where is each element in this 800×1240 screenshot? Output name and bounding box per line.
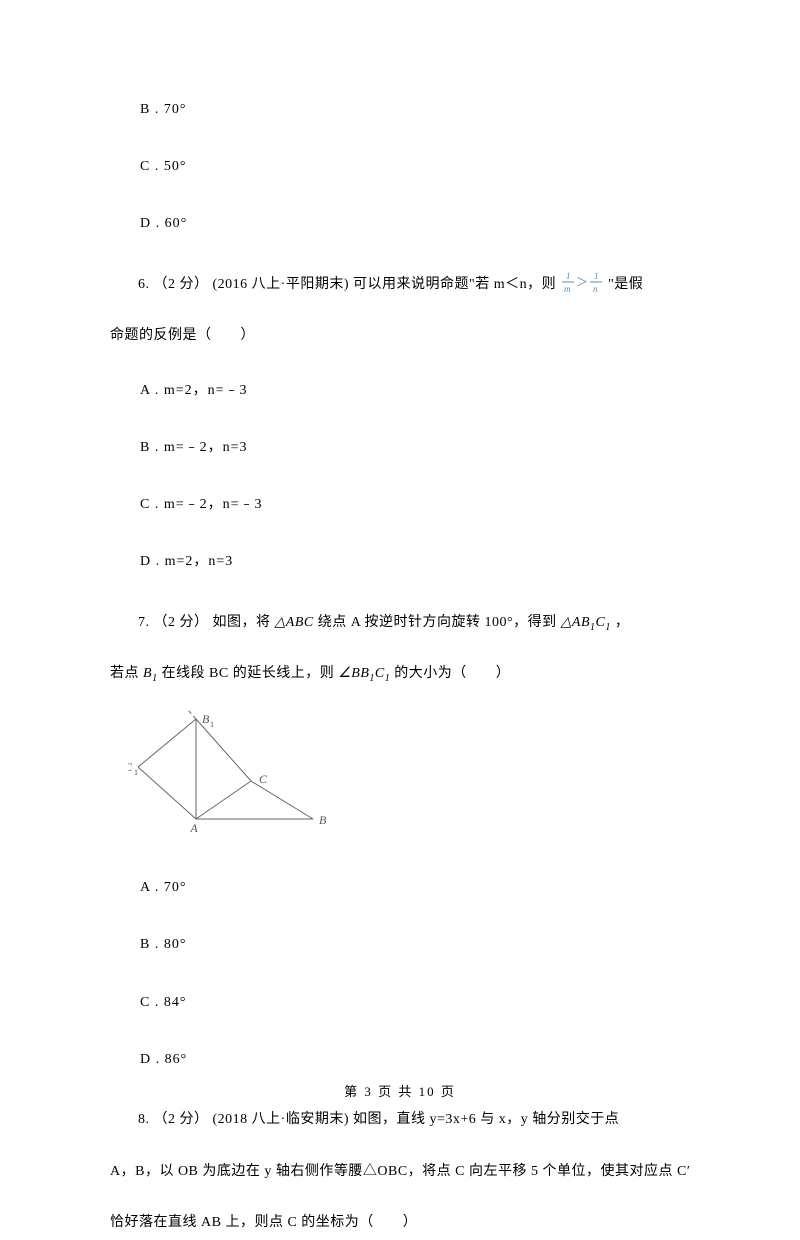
svg-text:1: 1 <box>594 271 599 281</box>
q6-option-d: D . m=2，n=3 <box>140 542 705 581</box>
q7-option-a: A . 70° <box>140 868 705 907</box>
svg-text:C: C <box>259 772 268 786</box>
svg-text:1: 1 <box>134 768 138 777</box>
q5-option-c: C . 50° <box>140 147 705 186</box>
q7-p2: 绕点 A 按逆时针方向旋转 100°，得到 <box>314 615 561 630</box>
svg-text:1: 1 <box>566 271 571 281</box>
q6-suffix: "是假 <box>604 277 643 292</box>
q6-option-b: B . m=﹣2，n=3 <box>140 428 705 467</box>
q7-l2-p3: 的大小为（ ） <box>390 666 510 681</box>
q6-option-a: A . m=2，n=﹣3 <box>140 371 705 410</box>
q7-stem-line2: 若点 B1 在线段 BC 的延长线上，则 ∠BB1C1 的大小为（ ） <box>110 657 705 691</box>
q6-prefix: 6. （2 分） (2016 八上·平阳期末) 可以用来说明命题"若 m＜n，则 <box>138 277 560 292</box>
q7-l2-p1: 若点 <box>110 666 143 681</box>
q7-l2-p2: 在线段 BC 的延长线上，则 <box>158 666 339 681</box>
q6-stem: 6. （2 分） (2016 八上·平阳期末) 可以用来说明命题"若 m＜n，则… <box>110 268 705 302</box>
svg-text:C: C <box>128 760 133 774</box>
page-content: B . 70° C . 50° D . 60° 6. （2 分） (2016 八… <box>110 90 705 1240</box>
q7-option-d: D . 86° <box>140 1040 705 1079</box>
q7-triangle-ab1c1: △AB1C1 <box>561 615 611 630</box>
svg-text:B: B <box>319 813 327 827</box>
q7-figure: ABCB1C1 <box>128 709 705 850</box>
q7-option-c: C . 84° <box>140 983 705 1022</box>
svg-text:n: n <box>593 284 598 294</box>
q6-option-c: C . m=﹣2，n=﹣3 <box>140 485 705 524</box>
page-footer: 第 3 页 共 10 页 <box>0 1081 800 1100</box>
q5-option-b: B . 70° <box>140 90 705 129</box>
q7-p3: ， <box>611 615 630 630</box>
svg-text:＞: ＞ <box>576 275 589 289</box>
svg-text:m: m <box>564 284 571 294</box>
svg-text:1: 1 <box>210 720 214 729</box>
q7-angle: ∠BB1C1 <box>338 666 390 681</box>
svg-text:A: A <box>189 821 198 834</box>
q7-stem-line1: 7. （2 分） 如图，将 △ABC 绕点 A 按逆时针方向旋转 100°，得到… <box>110 606 705 640</box>
q5-option-d: D . 60° <box>140 204 705 243</box>
q7-b1: B1 <box>143 666 158 681</box>
svg-text:B: B <box>202 712 210 726</box>
q8-stem-line2: A，B，以 OB 为底边在 y 轴右侧作等腰△OBC，将点 C 向左平移 5 个… <box>110 1155 705 1189</box>
q7-option-b: B . 80° <box>140 925 705 964</box>
q8-stem-line3: 恰好落在直线 AB 上，则点 C 的坐标为（ ） <box>110 1206 705 1240</box>
q7-triangle-abc: △ABC <box>275 615 314 630</box>
fraction-inequality: 1 m ＞ 1 n <box>560 270 604 294</box>
q7-p1: 7. （2 分） 如图，将 <box>138 615 275 630</box>
q6-stem-line2: 命题的反例是（ ） <box>110 319 705 353</box>
